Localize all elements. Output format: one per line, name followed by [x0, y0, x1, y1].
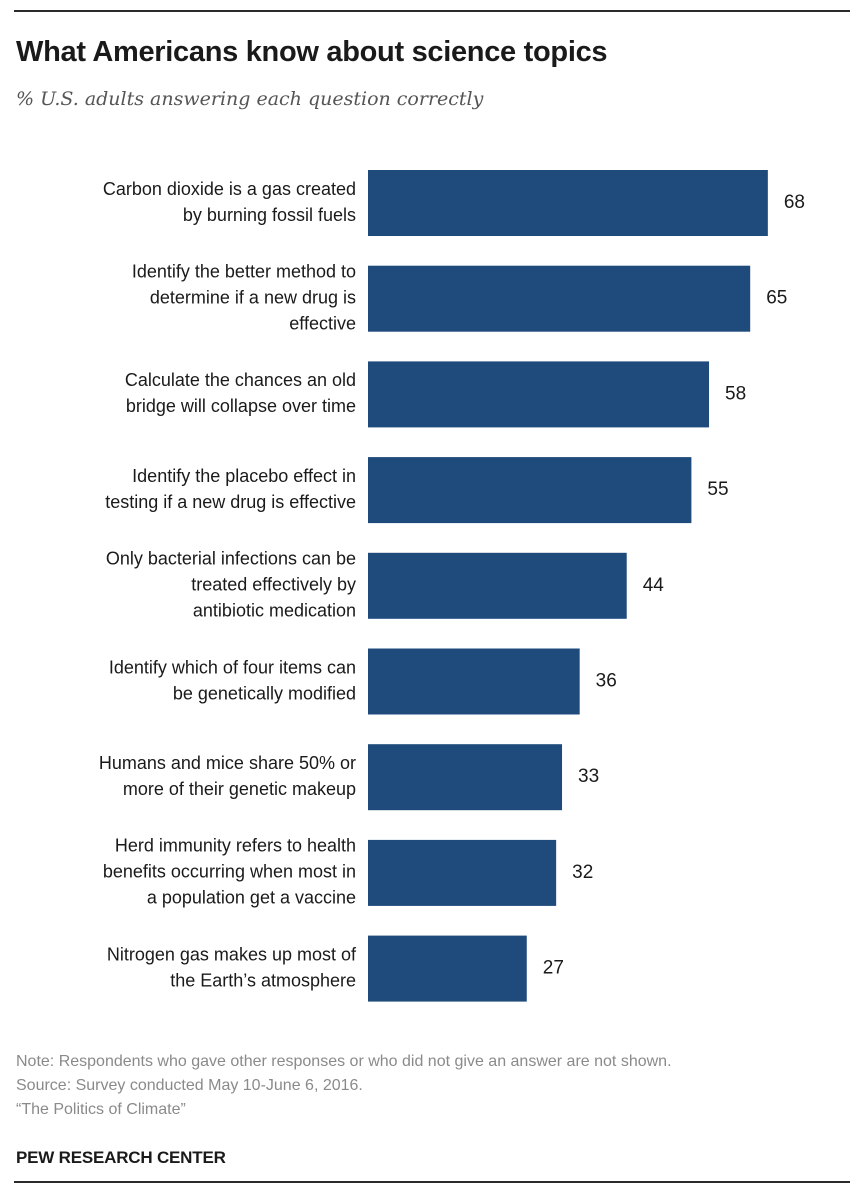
- bar-9: [368, 935, 527, 1002]
- category-label-line: determine if a new drug is: [150, 287, 356, 307]
- value-label-8: 32: [572, 862, 593, 883]
- bar-7: [368, 744, 563, 811]
- category-label-line: testing if a new drug is effective: [105, 492, 356, 512]
- report-title: “The Politics of Climate”: [16, 1101, 186, 1118]
- category-label-2: Identify the better method to determine i…: [132, 261, 356, 333]
- top-rule: [14, 10, 850, 12]
- bar-3: [368, 361, 710, 428]
- category-label-line: Calculate the chances an old: [125, 370, 356, 390]
- value-label-4: 55: [707, 479, 728, 500]
- category-label-8: Herd immunity refers to health benefits o…: [103, 836, 356, 908]
- category-label-line: be genetically modified: [173, 683, 356, 703]
- value-label-9: 27: [543, 958, 564, 979]
- category-label-line: Identify the placebo effect in: [132, 466, 356, 486]
- bar-1: [368, 170, 768, 236]
- category-label-1: Carbon dioxide is a gas created by burnin…: [103, 179, 356, 225]
- category-label-line: Herd immunity refers to health: [115, 836, 356, 856]
- bar-chart: 68 Carbon dioxide is a gas created by burn…: [99, 170, 805, 1002]
- category-label-line: Identify the better method to: [132, 261, 356, 281]
- value-label-2: 65: [766, 288, 787, 309]
- bar-8: [368, 839, 557, 906]
- category-label-line: antibiotic medication: [193, 601, 356, 621]
- bar-4: [368, 457, 692, 524]
- value-label-5: 44: [643, 575, 665, 596]
- bar-2: [368, 265, 751, 332]
- value-label-1: 68: [784, 192, 805, 213]
- category-label-5: Only bacterial infections can be treated …: [106, 549, 356, 621]
- bar-5: [368, 552, 627, 619]
- category-label-6: Identify which of four items can be genet…: [109, 657, 356, 703]
- bar-6: [368, 648, 580, 715]
- category-label-line: the Earth’s atmosphere: [170, 970, 356, 990]
- bottom-rule: [14, 1181, 850, 1183]
- note-text: Note: Respondents who gave other respons…: [16, 1053, 672, 1070]
- value-label-7: 33: [578, 766, 599, 787]
- category-label-4: Identify the placebo effect in testing if…: [105, 466, 356, 512]
- category-label-line: more of their genetic makeup: [123, 779, 356, 799]
- chart-subtitle: % U.S. adults answering each question co…: [16, 88, 484, 110]
- category-label-3: Calculate the chances an old bridge will …: [125, 370, 356, 416]
- category-label-line: treated effectively by: [191, 575, 356, 595]
- category-label-line: Humans and mice share 50% or: [99, 753, 356, 773]
- chart-notes: Note: Respondents who gave other respons…: [16, 1050, 672, 1122]
- source-text: Source: Survey conducted May 10-June 6, …: [16, 1077, 363, 1094]
- category-label-line: Carbon dioxide is a gas created: [103, 179, 356, 199]
- category-label-line: benefits occurring when most in: [103, 862, 356, 882]
- category-label-line: Only bacterial infections can be: [106, 549, 356, 569]
- category-label-line: Nitrogen gas makes up most of: [107, 944, 357, 964]
- value-label-6: 36: [596, 671, 617, 692]
- category-label-line: effective: [289, 313, 356, 333]
- brand-logo-text: PEW RESEARCH CENTER: [16, 1148, 226, 1167]
- category-label-line: Identify which of four items can: [109, 657, 356, 677]
- chart-title: What Americans know about science topics: [16, 36, 608, 68]
- value-label-3: 58: [725, 383, 746, 404]
- category-label-9: Nitrogen gas makes up most of the Earth’s…: [107, 944, 357, 990]
- category-label-line: a population get a vaccine: [147, 888, 356, 908]
- category-label-line: bridge will collapse over time: [126, 396, 356, 416]
- category-label-7: Humans and mice share 50% or more of thei…: [99, 753, 356, 799]
- category-label-line: by burning fossil fuels: [183, 205, 356, 225]
